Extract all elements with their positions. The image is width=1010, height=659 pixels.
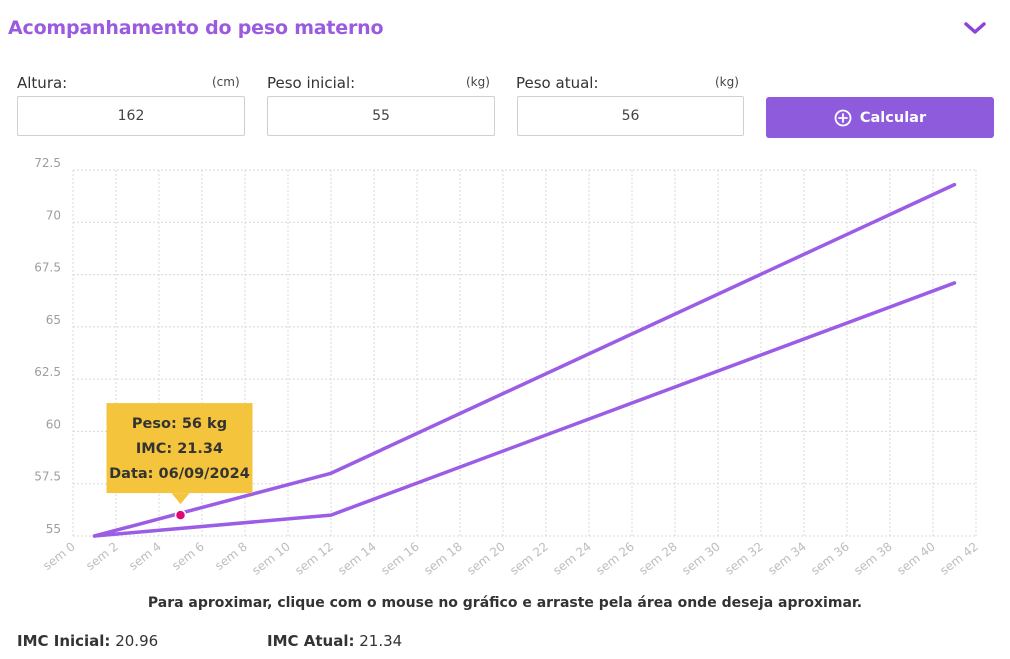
y-tick-label: 60 bbox=[46, 417, 61, 431]
y-tick-label: 55 bbox=[46, 522, 61, 536]
x-tick-label: sem 36 bbox=[808, 539, 852, 577]
section-header[interactable]: Acompanhamento do peso materno bbox=[0, 0, 1010, 58]
y-tick-label: 67.5 bbox=[34, 261, 61, 275]
x-tick-label: sem 24 bbox=[550, 539, 594, 577]
peso-inicial-unit: (kg) bbox=[466, 75, 490, 89]
x-tick-label: sem 32 bbox=[722, 539, 766, 577]
imc-inicial-value: 20.96 bbox=[115, 632, 159, 650]
y-tick-label: 70 bbox=[46, 208, 61, 222]
y-tick-label: 65 bbox=[46, 313, 61, 327]
x-tick-label: sem 30 bbox=[679, 539, 723, 577]
peso-atual-input[interactable] bbox=[517, 96, 744, 136]
tooltip-pointer bbox=[171, 493, 190, 505]
imc-inicial: IMC Inicial: 20.96 bbox=[17, 632, 158, 650]
altura-unit: (cm) bbox=[212, 75, 240, 89]
section-title: Acompanhamento do peso materno bbox=[8, 17, 384, 39]
imc-atual-label: IMC Atual: bbox=[267, 632, 355, 650]
tooltip-line: Peso: 56 kg bbox=[132, 416, 227, 432]
x-tick-label: sem 10 bbox=[249, 539, 293, 577]
peso-inicial-input[interactable] bbox=[267, 96, 495, 136]
x-tick-label: sem 38 bbox=[851, 539, 895, 577]
tooltip-line: Data: 06/09/2024 bbox=[109, 466, 250, 482]
peso-inicial-label: Peso inicial: bbox=[267, 74, 356, 92]
x-tick-label: sem 12 bbox=[292, 539, 336, 577]
chevron-down-icon[interactable] bbox=[962, 17, 988, 39]
x-tick-label: sem 18 bbox=[421, 539, 465, 577]
x-tick-label: sem 14 bbox=[335, 539, 379, 577]
x-tick-label: sem 16 bbox=[378, 539, 422, 577]
zoom-hint: Para aproximar, clique com o mouse no gr… bbox=[147, 595, 863, 611]
x-tick-label: sem 6 bbox=[169, 539, 207, 573]
x-tick-label: sem 2 bbox=[83, 539, 121, 573]
altura-input[interactable] bbox=[17, 96, 245, 136]
imc-inicial-label: IMC Inicial: bbox=[17, 632, 111, 650]
x-tick-label: sem 8 bbox=[212, 539, 250, 573]
x-tick-label: sem 22 bbox=[507, 539, 551, 577]
peso-atual-unit: (kg) bbox=[715, 75, 739, 89]
series-line-1 bbox=[92, 182, 957, 538]
y-tick-label: 57.5 bbox=[34, 470, 61, 484]
x-tick-label: sem 20 bbox=[464, 539, 508, 577]
y-tick-label: 62.5 bbox=[34, 365, 61, 379]
x-tick-label: sem 34 bbox=[765, 539, 809, 577]
series-line-2 bbox=[92, 281, 957, 538]
y-tick-label: 72.5 bbox=[34, 156, 61, 170]
x-tick-label: sem 28 bbox=[636, 539, 680, 577]
tooltip-box bbox=[106, 403, 253, 494]
calcular-label: Calcular bbox=[859, 109, 927, 126]
data-point-marker bbox=[174, 509, 187, 521]
calcular-button[interactable]: Calcular bbox=[766, 97, 994, 138]
x-tick-label: sem 26 bbox=[593, 539, 637, 577]
weight-chart[interactable]: sem 0 sem 2 sem 4 sem 6 sem 8 sem 10 sem 12 sem… bbox=[0, 150, 1010, 590]
plus-circle-icon bbox=[834, 109, 852, 126]
x-tick-label: sem 42 bbox=[937, 539, 981, 577]
tooltip-line: IMC: 21.34 bbox=[136, 441, 223, 457]
x-tick-label: sem 40 bbox=[894, 539, 938, 577]
altura-label: Altura: bbox=[17, 74, 68, 92]
imc-atual: IMC Atual: 21.34 bbox=[267, 632, 402, 650]
peso-atual-label: Peso atual: bbox=[516, 74, 599, 92]
x-tick-label: sem 4 bbox=[126, 539, 164, 573]
imc-atual-value: 21.34 bbox=[359, 632, 403, 650]
x-tick-label: sem 0 bbox=[40, 539, 78, 573]
